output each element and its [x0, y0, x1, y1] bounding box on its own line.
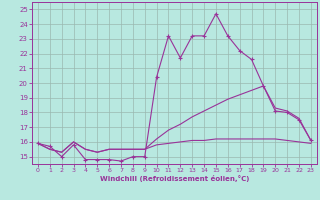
X-axis label: Windchill (Refroidissement éolien,°C): Windchill (Refroidissement éolien,°C) — [100, 175, 249, 182]
